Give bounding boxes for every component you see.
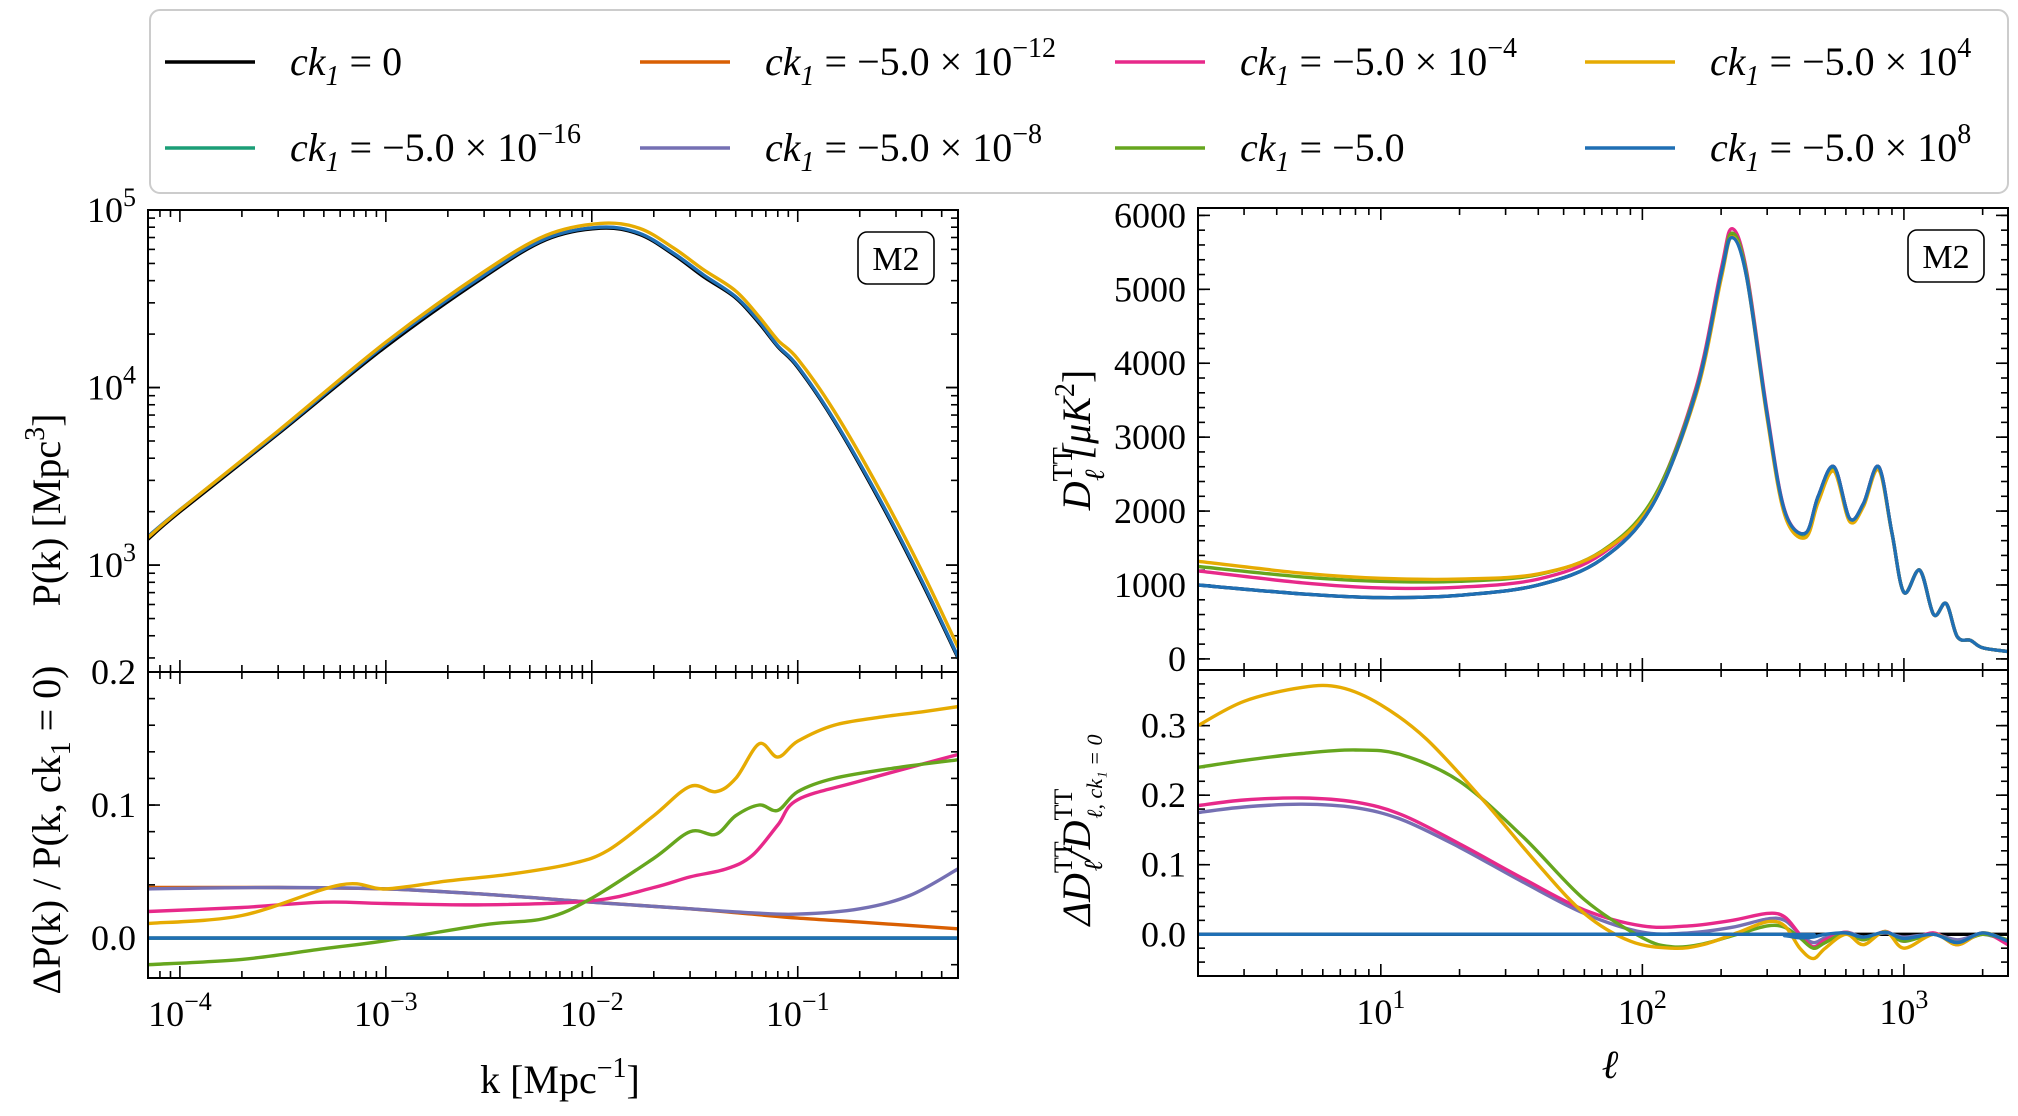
legend-label: ck1 = −5.0 × 108	[1710, 119, 1971, 178]
legend-label: ck1 = −5.0	[1240, 125, 1405, 178]
legend-label: ck1 = 0	[290, 39, 402, 92]
pk-ytick-label: 103	[87, 538, 136, 585]
legend-label: ck1 = −5.0 × 104	[1710, 33, 1971, 92]
pk-ytick-label: 104	[87, 361, 136, 408]
dcl-xtick-label: 101	[1356, 985, 1405, 1032]
cl-series-ck_0	[1198, 232, 2008, 654]
cl-frame	[1197, 207, 2009, 671]
dpk-xtick-label: 10−2	[560, 987, 624, 1034]
dpk-xtick-label: 10−4	[148, 987, 212, 1034]
dcl-ticks	[1197, 669, 2008, 977]
dpk-ytick-label: 0.2	[91, 652, 136, 692]
legend-frame	[149, 9, 2009, 194]
dpk-series-ck_5	[148, 758, 958, 967]
dpk-ylabel: ΔP(k) / P(k, ck1 = 0)	[24, 666, 77, 995]
legend-label: ck1 = −5.0 × 10−16	[290, 119, 581, 178]
cl-ytick-label: 5000	[1114, 269, 1186, 309]
legend-label: ck1 = −5.0 × 10−4	[1240, 33, 1517, 92]
cl-ytick-label: 3000	[1114, 417, 1186, 457]
pk-series-ck_0	[148, 226, 958, 660]
panel-power-spectrum-residual: 0.0 0.1 0.2 10−4 10−3 10−2 10−1	[91, 652, 959, 1034]
dcl-xlabel: ℓ	[1602, 1042, 1619, 1087]
cl-ytick-label: 1000	[1114, 565, 1186, 605]
dcl-series-ck_5e4	[1198, 683, 2008, 961]
cl-series-ck_5	[1198, 231, 2008, 654]
cl-ytick-label: 0	[1168, 639, 1186, 679]
dpk-xtick-label: 10−3	[354, 987, 418, 1034]
panel-cmb-tt-spectrum: 0 1000 2000 3000 4000 5000 6000 M2	[1114, 195, 2009, 679]
legend-entry-ck_5e4: ck1 = −5.0 × 104	[1585, 33, 1971, 92]
dcl-series-ck_5	[1198, 748, 2008, 950]
dpk-ytick-label: 0.1	[91, 785, 136, 825]
legend-entry-ck_5: ck1 = −5.0	[1115, 125, 1405, 178]
cl-ylabel: DTTℓ [μK2]	[1048, 370, 1111, 511]
legend-label: ck1 = −5.0 × 10−8	[765, 119, 1042, 178]
pk-badge: M2	[872, 241, 919, 278]
cl-badge-frame	[1907, 229, 1985, 283]
legend-entry-ck_5e8: ck1 = −5.0 × 108	[1585, 119, 1971, 178]
dpk-series-ck_5e4	[148, 704, 958, 926]
dcl-ylabel: ΔDTTℓ/DTT ℓ, ck₁ = 0	[1049, 735, 1108, 928]
dcl-series-ck_5e-4	[1198, 796, 2008, 949]
dpk-series-ck_5e-8	[148, 867, 958, 917]
dcl-ytick-label: 0.3	[1141, 706, 1186, 746]
dpk-xtick-label: 10−1	[766, 987, 830, 1034]
legend-entry-ck_5e-8: ck1 = −5.0 × 10−8	[640, 119, 1042, 178]
dcl-series-ck_5e-8	[1198, 802, 2008, 945]
cl-ytick-label: 6000	[1114, 195, 1186, 235]
legend-entry-ck_5e-4: ck1 = −5.0 × 10−4	[1115, 33, 1517, 92]
pk-ytick-label: 105	[87, 183, 136, 230]
pk-series-ck_5e4	[148, 221, 958, 649]
panel-power-spectrum: 103 104 105 M2	[87, 183, 959, 673]
dpk-series-ck_5e-4	[148, 752, 958, 914]
cl-ytick-label: 4000	[1114, 343, 1186, 383]
legend-label: ck1 = −5.0 × 10−12	[765, 33, 1056, 92]
dpk-frame	[147, 671, 959, 979]
cl-badge: M2	[1922, 239, 1969, 276]
legend-entry-ck_5e-12: ck1 = −5.0 × 10−12	[640, 33, 1056, 92]
dcl-ytick-label: 0.1	[1141, 845, 1186, 885]
dcl-ytick-label: 0.0	[1141, 914, 1186, 954]
cl-series-ck_5e-4	[1198, 227, 2008, 654]
dcl-xtick-label: 102	[1618, 985, 1667, 1032]
dcl-frame	[1197, 669, 2009, 977]
panel-cmb-tt-residual: 0.0 0.1 0.2 0.3 101 102 103	[1141, 669, 2009, 1032]
cl-series-ck_5e8	[1198, 235, 2008, 654]
legend: ck1 = 0 ck1 = −5.0 × 10−16 ck1 = −5.0 × 10…	[149, 9, 2009, 194]
legend-entry-ck_0: ck1 = 0	[165, 39, 402, 92]
dpk-ytick-label: 0.0	[91, 918, 136, 958]
legend-entry-ck_5e-16: ck1 = −5.0 × 10−16	[165, 119, 581, 178]
dpk-xlabel: k [Mpc−1]	[480, 1053, 640, 1102]
dcl-xtick-label: 103	[1879, 985, 1928, 1032]
dcl-series-ck_5e8	[1198, 930, 2008, 945]
cl-series-ck_5e4	[1198, 235, 2008, 654]
cl-ticks	[1197, 208, 2008, 670]
cl-ytick-label: 2000	[1114, 491, 1186, 531]
pk-ylabel: P(k) [Mpc3]	[20, 414, 69, 607]
dpk-ticks	[147, 671, 958, 978]
dcl-ytick-label: 0.2	[1141, 775, 1186, 815]
pk-badge-frame	[857, 231, 935, 285]
